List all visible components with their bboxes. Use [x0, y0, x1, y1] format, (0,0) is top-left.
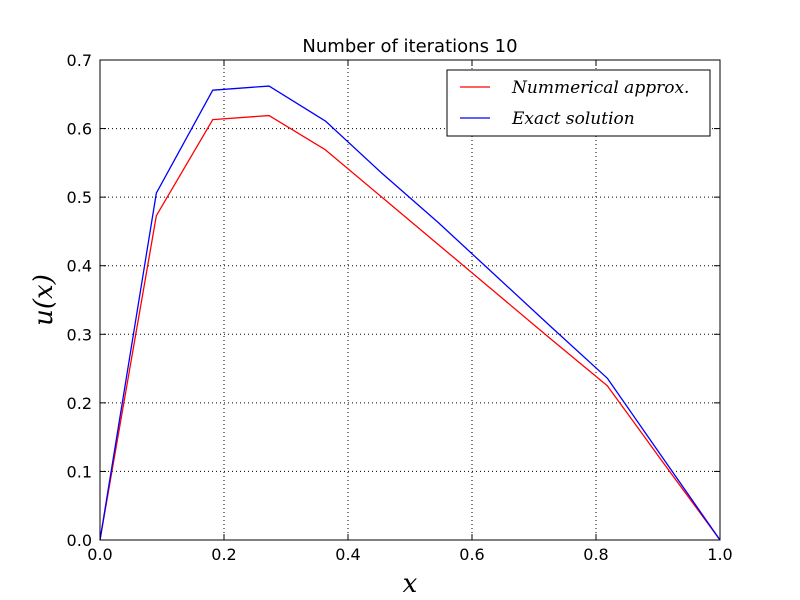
x-axis-label: x — [403, 569, 418, 599]
x-tick-label: 0.0 — [87, 545, 112, 564]
y-axis-label: u(x) — [29, 274, 59, 326]
y-tick-label: 0.4 — [67, 257, 92, 276]
legend-box — [446, 69, 711, 137]
x-tick-label: 1.0 — [707, 545, 732, 564]
y-tick-label: 0.6 — [67, 120, 92, 139]
legend-label-numerical: Nummerical approx. — [511, 78, 689, 98]
y-tick-label: 0.2 — [67, 394, 92, 413]
ticks: 0.0 0.2 0.4 0.6 0.8 1.0 0.0 0.1 0.2 0.3 0.4 0.5 0.6 0… — [67, 51, 733, 564]
series-layer — [99, 85, 721, 541]
x-tick-label: 0.2 — [211, 545, 236, 564]
y-tick-label: 0.0 — [67, 531, 92, 550]
x-tick-label: 0.8 — [583, 545, 608, 564]
y-tick-label: 0.7 — [67, 51, 92, 70]
y-tick-label: 0.3 — [67, 325, 92, 344]
y-tick-label: 0.1 — [67, 462, 92, 481]
y-tick-label: 0.5 — [67, 188, 92, 207]
chart-title: Number of iterations 10 — [302, 36, 517, 57]
legend: Nummerical approx. Exact solution — [446, 69, 711, 137]
series-line-exact-solution — [99, 85, 721, 541]
series-line-nummerical-approx — [99, 114, 721, 541]
x-tick-label: 0.6 — [459, 545, 484, 564]
plot-frame — [99, 59, 721, 541]
x-tick-label: 0.4 — [335, 545, 360, 564]
legend-label-exact: Exact solution — [511, 109, 635, 129]
